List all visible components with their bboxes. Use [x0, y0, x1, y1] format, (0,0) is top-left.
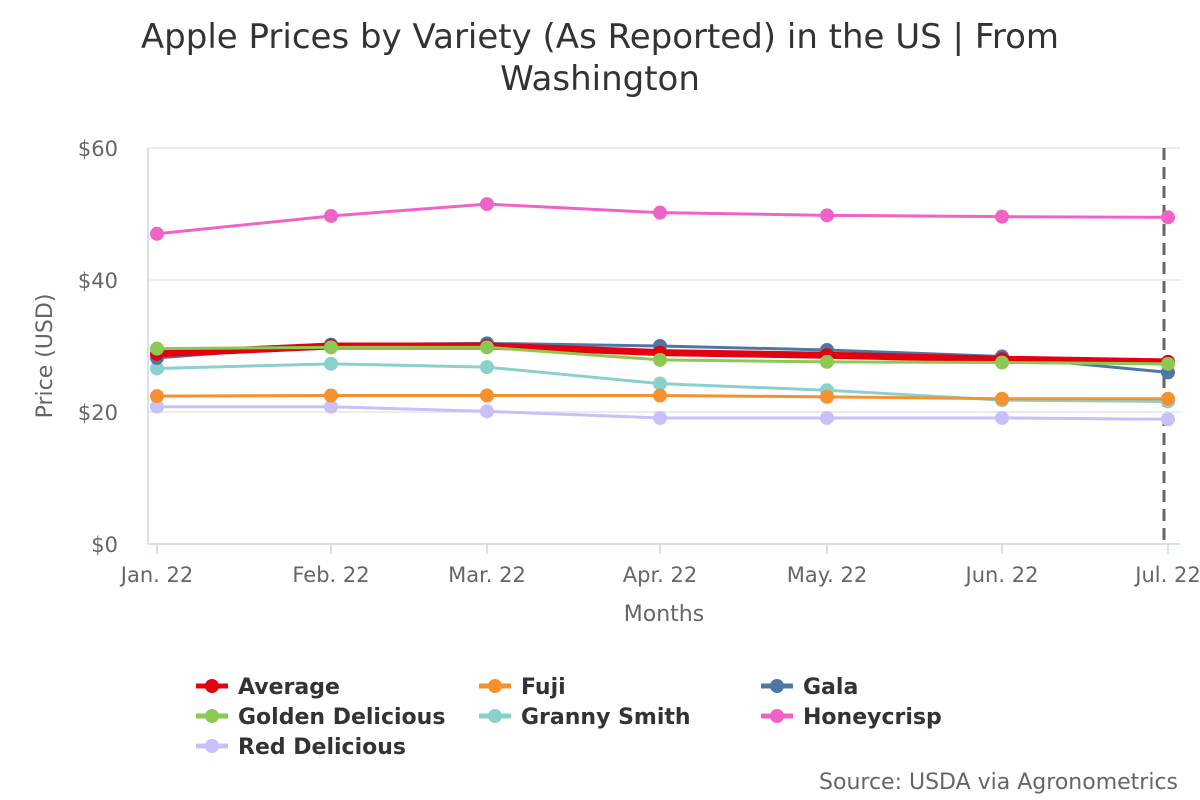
data-point-honeycrisp[interactable] — [480, 197, 494, 212]
legend-label-golden-delicious: Golden Delicious — [238, 705, 445, 730]
legend-item-fuji[interactable]: Fuji — [479, 675, 566, 700]
data-point-golden-delicious[interactable] — [820, 354, 834, 369]
y-tick-label: $40 — [78, 269, 118, 293]
grid — [148, 147, 1180, 413]
legend-label-honeycrisp: Honeycrisp — [803, 705, 942, 730]
series-fuji — [150, 388, 1175, 406]
data-point-fuji[interactable] — [995, 391, 1009, 406]
data-point-red-delicious[interactable] — [150, 399, 164, 414]
series-honeycrisp — [150, 197, 1175, 241]
data-point-red-delicious[interactable] — [480, 404, 494, 419]
x-tick-label: Apr. 22 — [623, 563, 697, 587]
legend-item-honeycrisp[interactable]: Honeycrisp — [761, 705, 942, 730]
plot-area — [150, 197, 1175, 427]
y-axis-title: Price (USD) — [33, 294, 58, 419]
y-axis: $0 $20 $40 $60 — [78, 137, 149, 557]
legend-label-red-delicious: Red Delicious — [238, 735, 406, 760]
data-point-honeycrisp[interactable] — [995, 209, 1009, 224]
x-tick-label: Feb. 22 — [292, 563, 369, 587]
legend-label-average: Average — [238, 675, 340, 700]
legend-item-red-delicious[interactable]: Red Delicious — [196, 735, 406, 760]
data-point-honeycrisp[interactable] — [1161, 210, 1175, 225]
data-point-honeycrisp[interactable] — [150, 226, 164, 241]
series-golden-delicious — [150, 340, 1175, 371]
legend: Average Fuji Gala Golden Delicious Granny Sm… — [196, 675, 942, 760]
data-point-honeycrisp[interactable] — [653, 205, 667, 220]
data-point-honeycrisp[interactable] — [324, 208, 338, 223]
data-point-golden-delicious[interactable] — [995, 355, 1009, 370]
legend-marker-golden-delicious — [205, 709, 219, 723]
data-point-red-delicious[interactable] — [1161, 412, 1175, 427]
data-point-golden-delicious[interactable] — [324, 340, 338, 355]
data-point-red-delicious[interactable] — [653, 410, 667, 425]
data-point-granny-smith[interactable] — [480, 360, 494, 375]
data-point-granny-smith[interactable] — [324, 356, 338, 371]
data-point-fuji[interactable] — [324, 388, 338, 403]
legend-marker-red-delicious — [205, 739, 219, 753]
legend-marker-gala — [770, 679, 784, 693]
source-credit: Source: USDA via Agronometrics — [819, 770, 1178, 795]
chart-title: Apple Prices by Variety (As Reported) in… — [141, 17, 1059, 57]
data-point-honeycrisp[interactable] — [820, 208, 834, 223]
legend-item-gala[interactable]: Gala — [761, 675, 858, 700]
legend-marker-granny-smith — [488, 709, 502, 723]
data-point-fuji[interactable] — [820, 389, 834, 404]
y-tick-label: $0 — [91, 533, 118, 557]
y-tick-label: $60 — [78, 137, 118, 161]
legend-marker-fuji — [488, 679, 502, 693]
data-point-golden-delicious[interactable] — [480, 340, 494, 355]
legend-item-average[interactable]: Average — [196, 675, 340, 700]
x-tick-label: Mar. 22 — [448, 563, 526, 587]
legend-marker-honeycrisp — [770, 709, 784, 723]
data-point-golden-delicious[interactable] — [653, 352, 667, 367]
y-tick-label: $20 — [78, 401, 118, 425]
data-point-golden-delicious[interactable] — [150, 341, 164, 356]
data-point-granny-smith[interactable] — [150, 361, 164, 376]
legend-label-fuji: Fuji — [521, 675, 566, 700]
data-point-golden-delicious[interactable] — [1161, 356, 1175, 371]
data-point-fuji[interactable] — [1161, 391, 1175, 406]
x-tick-label: May. 22 — [787, 563, 868, 587]
data-point-granny-smith[interactable] — [653, 376, 667, 391]
series-red-delicious — [150, 399, 1175, 427]
data-point-fuji[interactable] — [480, 388, 494, 403]
data-point-red-delicious[interactable] — [820, 410, 834, 425]
legend-label-granny-smith: Granny Smith — [521, 705, 691, 730]
chart-title-line2: Washington — [500, 59, 700, 99]
data-point-red-delicious[interactable] — [324, 399, 338, 414]
x-tick-label: Jun. 22 — [964, 563, 1039, 587]
data-point-fuji[interactable] — [653, 388, 667, 403]
x-axis: Jan. 22 Feb. 22 Mar. 22 Apr. 22 May. 22 Jun. … — [119, 543, 1200, 587]
legend-item-golden-delicious[interactable]: Golden Delicious — [196, 705, 445, 730]
legend-item-granny-smith[interactable]: Granny Smith — [479, 705, 691, 730]
x-axis-title: Months — [624, 602, 704, 627]
x-tick-label: Jul. 22 — [1133, 563, 1200, 587]
x-tick-label: Jan. 22 — [119, 563, 193, 587]
data-point-red-delicious[interactable] — [995, 410, 1009, 425]
legend-marker-average — [205, 679, 219, 693]
data-point-fuji[interactable] — [150, 389, 164, 404]
legend-label-gala: Gala — [803, 675, 858, 700]
